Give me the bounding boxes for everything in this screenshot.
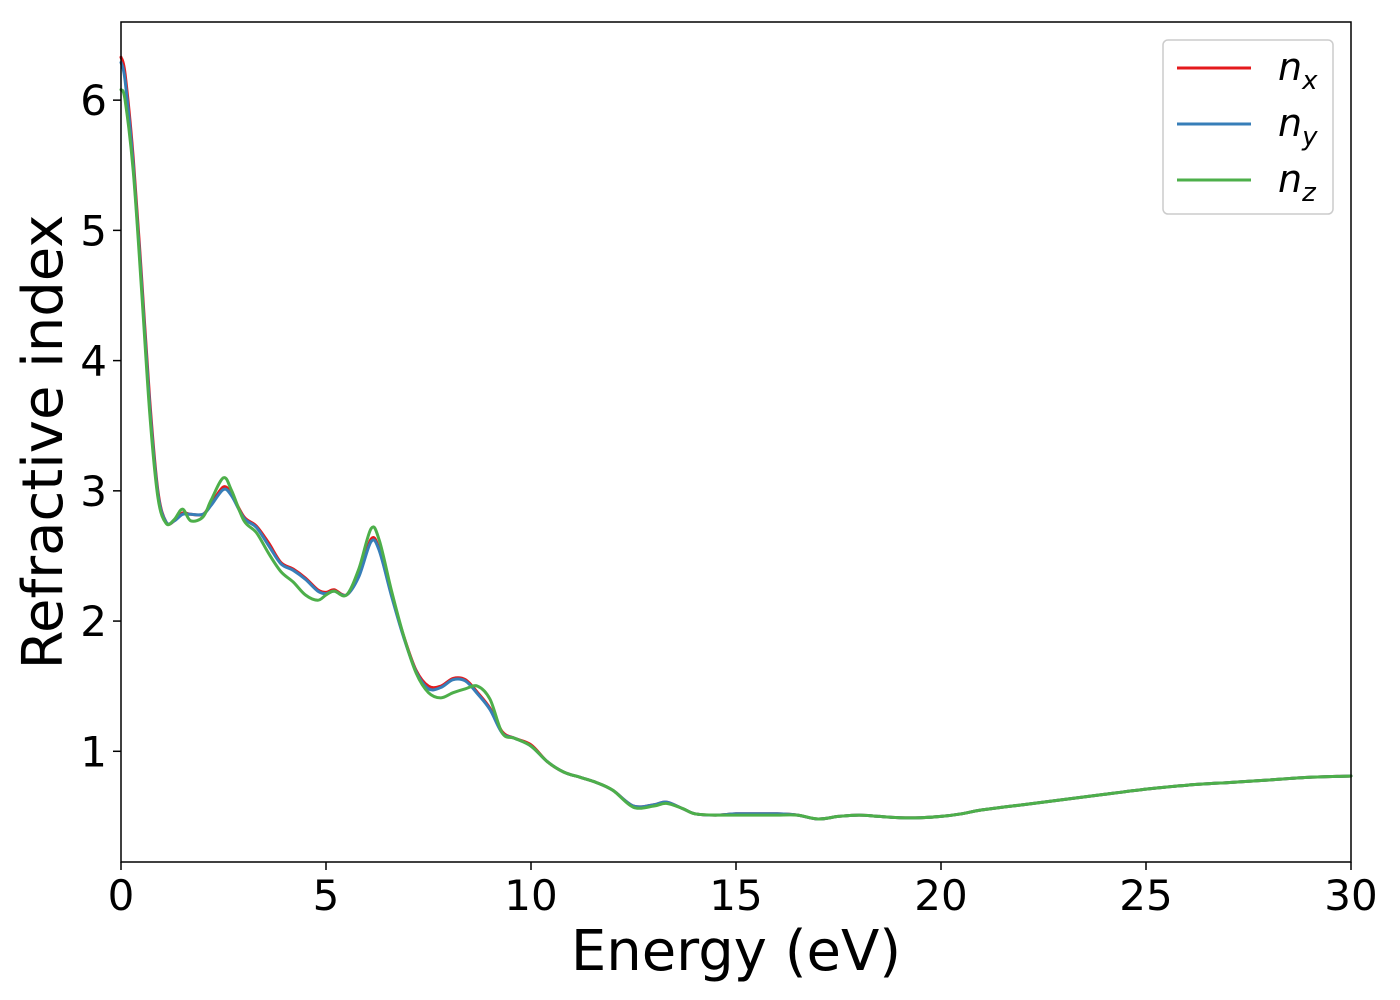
y-tick-label: 4	[80, 337, 107, 386]
x-tick-label: 15	[709, 871, 762, 920]
y-axis: 1 2 3 4 5 6	[80, 76, 121, 776]
x-axis-label: Energy (eV)	[571, 919, 901, 984]
series-layer	[119, 55, 1353, 821]
series-line-nz	[119, 88, 1353, 821]
y-tick-label: 3	[80, 467, 107, 516]
y-tick-label: 6	[80, 76, 107, 125]
y-axis-label: Refractive index	[11, 215, 76, 670]
y-tick-label: 5	[80, 206, 107, 255]
x-tick-label: 0	[108, 871, 135, 920]
x-tick-label: 20	[914, 871, 967, 920]
x-axis: 0 5 10 15 20 25 30	[108, 862, 1378, 920]
x-tick-label: 5	[313, 871, 340, 920]
y-tick-label: 2	[80, 597, 107, 646]
x-tick-label: 30	[1324, 871, 1377, 920]
x-tick-label: 25	[1119, 871, 1172, 920]
x-tick-label: 10	[504, 871, 557, 920]
y-tick-label: 1	[80, 727, 107, 776]
legend-box	[1162, 39, 1334, 215]
